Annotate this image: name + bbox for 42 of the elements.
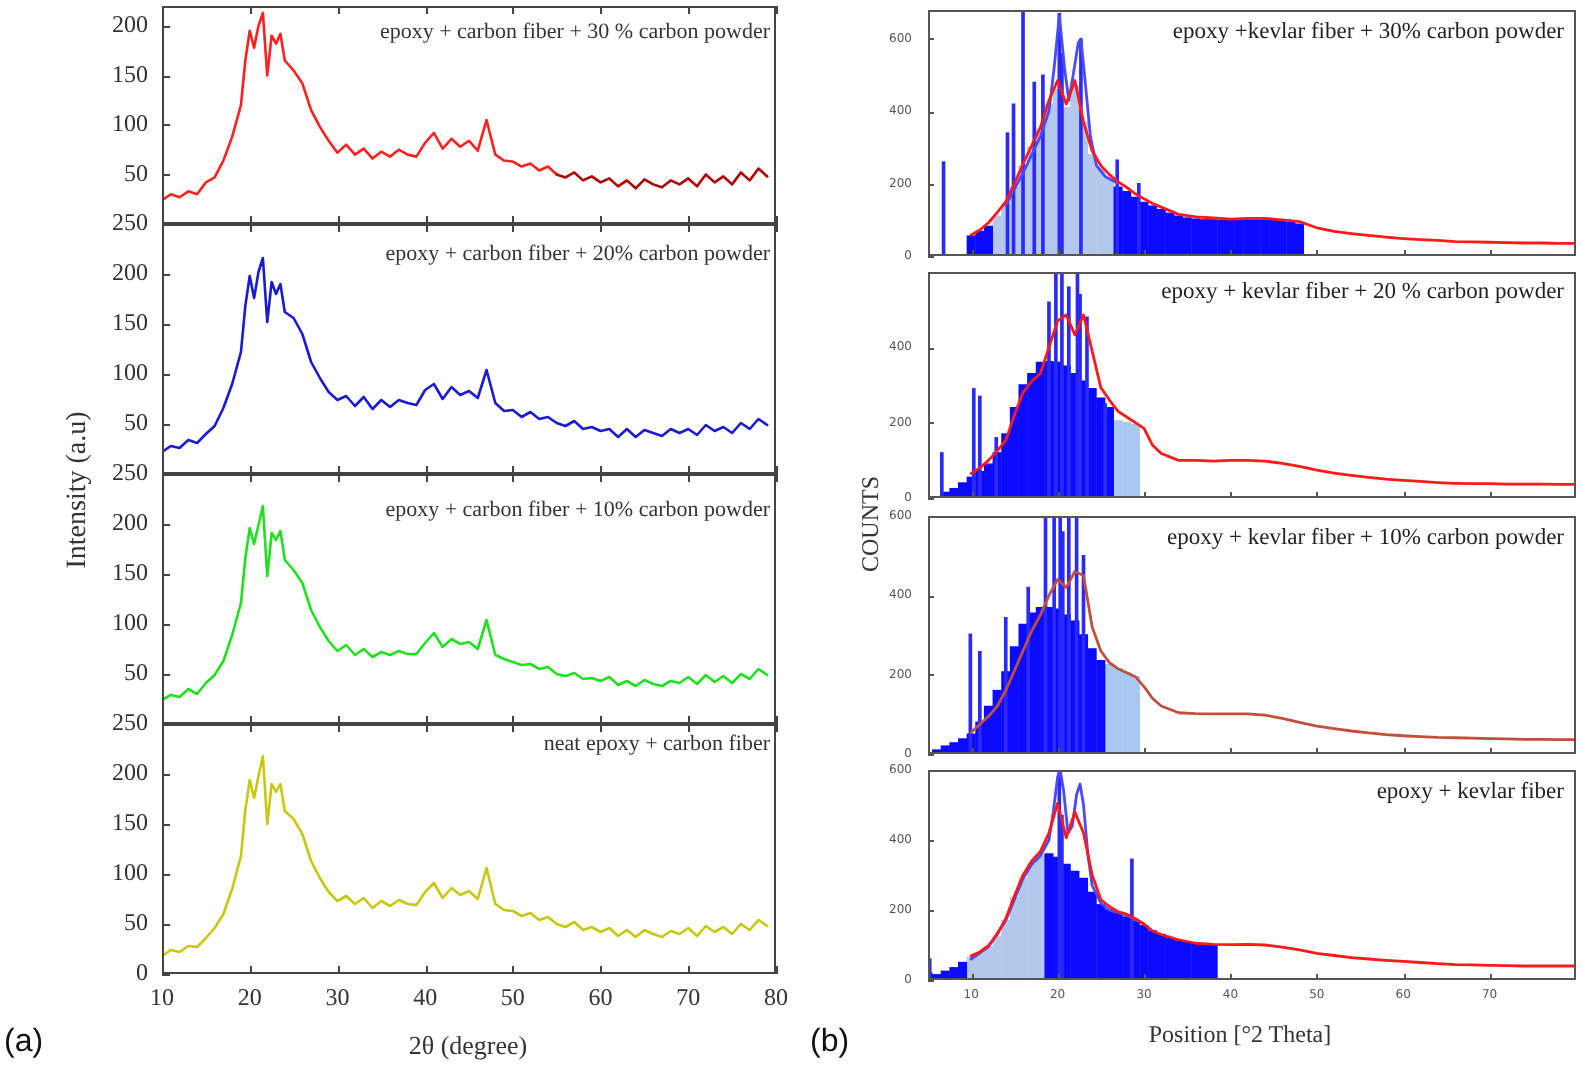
y-axis-title: Intensity (a.u) xyxy=(63,411,96,569)
y-tick-label: 50 xyxy=(124,908,148,937)
x-tick-label: 10 xyxy=(150,982,174,1011)
chart-title: neat epoxy + carbon fiber xyxy=(543,732,770,760)
y-tick-label: 250 xyxy=(112,208,148,237)
chart-title: epoxy + kevlar fiber + 20 % carbon powder xyxy=(1161,280,1564,308)
x-axis-title: 2θ (degree) xyxy=(408,1030,528,1062)
text: epoxy + carbon fiber + 20% carbon powder xyxy=(385,242,770,270)
x-tick-label: 80 xyxy=(764,982,788,1011)
chart-title: epoxy +kevlar fiber + 30% carbon powder xyxy=(1172,20,1564,48)
y-tick-label: 100 xyxy=(112,858,148,887)
y-tick-label: 150 xyxy=(112,59,148,88)
x-tick-label: 60 xyxy=(588,982,613,1011)
y-tick-label: 150 xyxy=(112,558,148,587)
x-tick-label: 20 xyxy=(237,982,262,1011)
y-tick-label: 200 xyxy=(112,258,148,287)
text: (a) xyxy=(4,1022,44,1062)
y-tick-label: 250 xyxy=(112,708,148,737)
y-tick-label: 0 xyxy=(136,958,148,987)
chart-title: epoxy + kevlar fiber xyxy=(1376,780,1564,808)
y-tick-label: 50 xyxy=(124,408,148,437)
x-tick-label: 70 xyxy=(676,982,701,1011)
y-tick-label: 100 xyxy=(112,109,148,138)
y-tick-label: 150 xyxy=(112,308,148,337)
y-tick-label: 200 xyxy=(112,758,148,787)
y-tick-label: 100 xyxy=(112,358,148,387)
text: (b) xyxy=(810,1022,850,1062)
x-axis-title: Position [°2 Theta] xyxy=(1148,1019,1332,1049)
text: epoxy + carbon fiber + 30 % carbon powder xyxy=(379,20,770,48)
x-tick-label: 30 xyxy=(325,982,350,1011)
y-tick-label: 50 xyxy=(124,658,148,687)
y-tick-label: 200 xyxy=(112,508,148,537)
y-tick-label: 200 xyxy=(112,10,148,39)
y-tick-label: 50 xyxy=(124,158,148,187)
text: epoxy + carbon fiber + 10% carbon powder xyxy=(385,498,770,526)
y-tick-label: 150 xyxy=(112,808,148,837)
y-tick-label: 250 xyxy=(112,458,148,487)
chart-title: epoxy + kevlar fiber + 10% carbon powder xyxy=(1167,526,1564,554)
x-tick-label: 50 xyxy=(500,982,525,1011)
y-tick-label: 100 xyxy=(112,608,148,637)
y-axis-title: COUNTS xyxy=(855,475,885,573)
x-tick-label: 40 xyxy=(413,982,438,1011)
